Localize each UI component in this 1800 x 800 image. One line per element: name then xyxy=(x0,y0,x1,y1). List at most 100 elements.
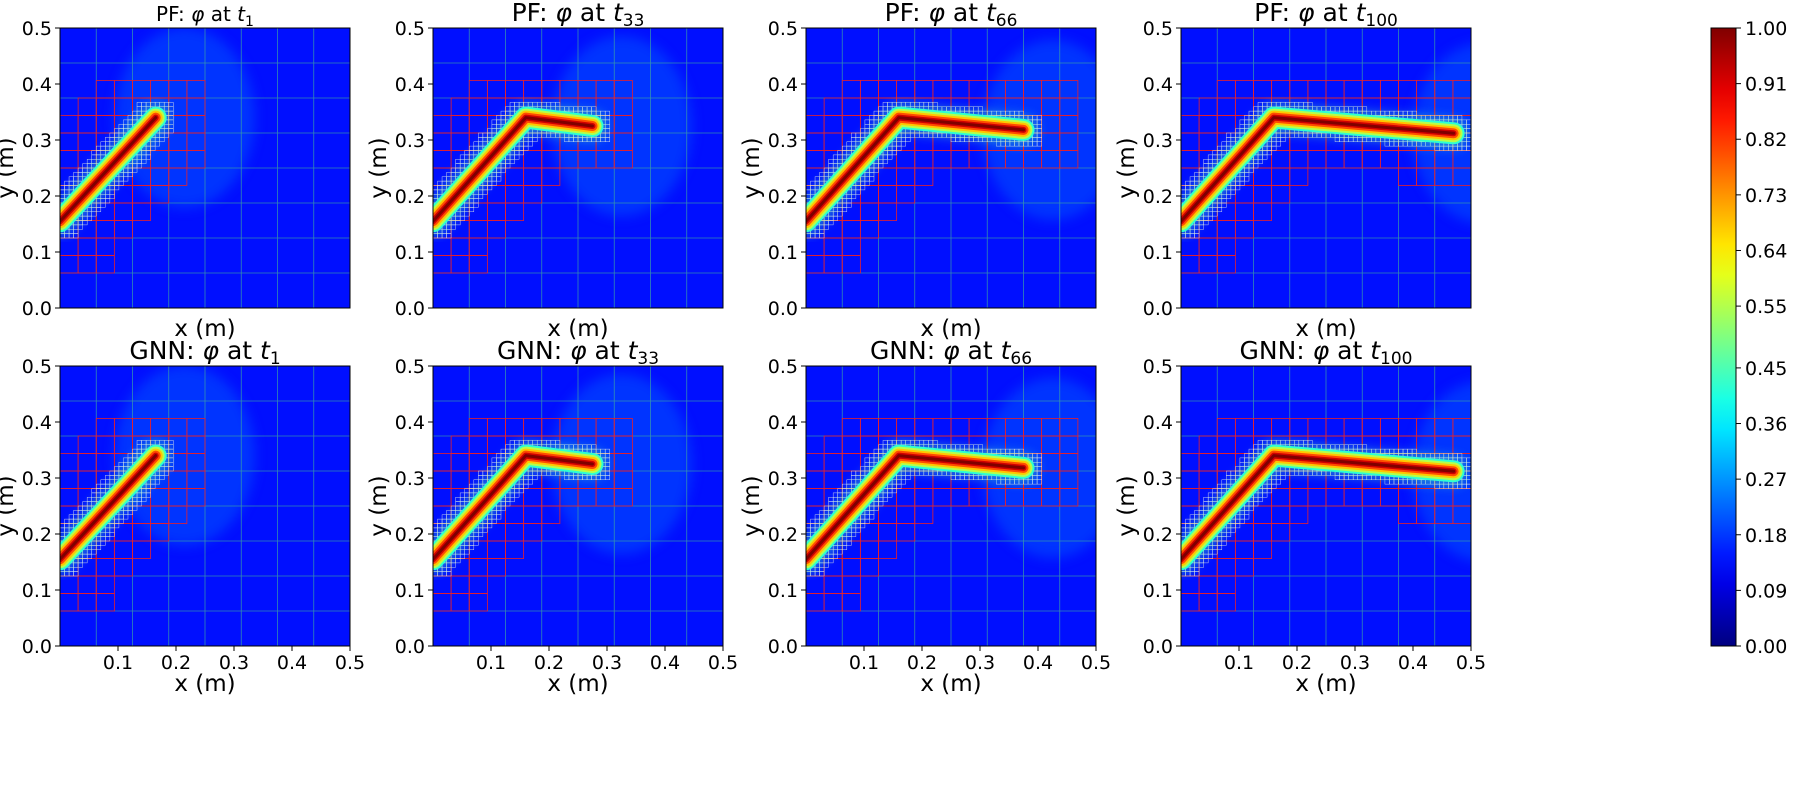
ytick-label: 0.3 xyxy=(768,468,798,490)
ytick-label: 0.3 xyxy=(22,130,52,152)
colorbar-tick-label: 1.00 xyxy=(1745,18,1787,40)
ytick-label: 0.3 xyxy=(1143,468,1173,490)
colorbar-tick-label: 0.91 xyxy=(1745,74,1787,96)
ytick-label: 0.4 xyxy=(395,74,425,96)
panel-pf-t1: 0.0 0.1 0.2 0.3 0.4 0.5 x (m) y (m) PF: φ at t1 xyxy=(0,2,351,342)
colorbar-tick-label: 0.36 xyxy=(1745,414,1787,436)
ytick-label: 0.1 xyxy=(768,242,798,264)
y-axis-label: y (m) xyxy=(739,475,765,536)
crack-phase-field xyxy=(1181,104,1467,235)
panel-gnn-t66: 0.0 0.1 0.2 0.3 0.4 0.5 0.1 0.2 0.3 0.4 0.5 x (m) y … xyxy=(739,336,1111,697)
ytick-label: 0.3 xyxy=(395,468,425,490)
colorbar-tick-label: 0.27 xyxy=(1745,469,1787,491)
xtick-label: 0.4 xyxy=(650,652,680,674)
crack-phase-field xyxy=(433,442,606,573)
xtick-label: 0.4 xyxy=(1398,652,1428,674)
colorbar-tick-label: 0.09 xyxy=(1745,580,1787,602)
xtick-label: 0.3 xyxy=(965,652,995,674)
y-axis-label: y (m) xyxy=(366,137,392,198)
xtick-label: 0.5 xyxy=(708,652,738,674)
axes-frame xyxy=(432,365,724,647)
xtick-label: 0.4 xyxy=(1023,652,1053,674)
panel-title: PF: φ at t33 xyxy=(512,0,645,31)
ytick-label: 0.1 xyxy=(22,242,52,264)
ytick-label: 0.1 xyxy=(395,580,425,602)
xtick-label: 0.3 xyxy=(219,652,249,674)
ytick-label: 0.0 xyxy=(22,298,52,320)
xtick-label: 0.1 xyxy=(476,652,506,674)
panel-pf-t66: 0.0 0.1 0.2 0.3 0.4 0.5 x (m) y (m) PF: φ at t66 xyxy=(739,0,1097,342)
ytick-label: 0.4 xyxy=(1143,74,1173,96)
xtick-label: 0.1 xyxy=(849,652,879,674)
ytick-label: 0.2 xyxy=(768,524,798,546)
xtick-label: 0.1 xyxy=(1224,652,1254,674)
field-tint xyxy=(114,366,255,546)
ytick-label: 0.3 xyxy=(22,468,52,490)
crack-phase-field xyxy=(433,104,606,235)
x-axis-label: x (m) xyxy=(174,671,235,697)
ytick-label: 0.0 xyxy=(22,636,52,658)
ytick-label: 0.4 xyxy=(22,412,52,434)
panel-title: PF: φ at t66 xyxy=(885,0,1018,31)
ytick-label: 0.4 xyxy=(1143,412,1173,434)
axes-frame xyxy=(1180,27,1472,309)
crack-phase-field xyxy=(1181,442,1467,573)
ytick-label: 0.1 xyxy=(768,580,798,602)
xtick-label: 0.3 xyxy=(592,652,622,674)
xtick-label: 0.5 xyxy=(1081,652,1111,674)
ytick-label: 0.5 xyxy=(22,356,52,378)
panel-gnn-t1: 0.0 0.1 0.2 0.3 0.4 0.5 0.1 0.2 0.3 0.4 0.5 x (m) y … xyxy=(0,336,365,697)
y-axis-label: y (m) xyxy=(0,475,19,536)
panel-title: PF: φ at t100 xyxy=(1254,0,1398,31)
panel-title: GNN: φ at t100 xyxy=(1240,336,1413,369)
ytick-label: 0.2 xyxy=(395,186,425,208)
xtick-label: 0.2 xyxy=(161,652,191,674)
ytick-label: 0.5 xyxy=(1143,18,1173,40)
ytick-label: 0.1 xyxy=(1143,580,1173,602)
ytick-label: 0.2 xyxy=(1143,186,1173,208)
xtick-label: 0.2 xyxy=(534,652,564,674)
xtick-label: 0.1 xyxy=(103,652,133,674)
ytick-label: 0.0 xyxy=(395,298,425,320)
ytick-label: 0.3 xyxy=(768,130,798,152)
x-axis-label: x (m) xyxy=(174,316,235,342)
axes-frame xyxy=(59,27,351,309)
ytick-label: 0.1 xyxy=(22,580,52,602)
field-tint xyxy=(551,374,692,554)
x-axis-label: x (m) xyxy=(1295,671,1356,697)
ytick-label: 0.5 xyxy=(768,18,798,40)
x-axis-label: x (m) xyxy=(920,671,981,697)
field-tint xyxy=(114,28,255,208)
xtick-label: 0.3 xyxy=(1340,652,1370,674)
ytick-label: 0.2 xyxy=(1143,524,1173,546)
xtick-label: 0.5 xyxy=(335,652,365,674)
axes-frame xyxy=(59,365,351,647)
ytick-label: 0.2 xyxy=(768,186,798,208)
colorbar-tick-label: 0.18 xyxy=(1745,525,1787,547)
axes-frame xyxy=(805,27,1097,309)
colorbar-tick-label: 0.00 xyxy=(1745,636,1787,658)
panel-gnn-t100: 0.0 0.1 0.2 0.3 0.4 0.5 0.1 0.2 0.3 0.4 0.5 x (m) y … xyxy=(1114,336,1486,697)
xtick-label: 0.4 xyxy=(277,652,307,674)
colorbar-tick-label: 0.73 xyxy=(1745,185,1787,207)
crack-phase-field xyxy=(806,104,1037,235)
ytick-label: 0.0 xyxy=(768,636,798,658)
x-axis-label: x (m) xyxy=(920,316,981,342)
y-axis-label: y (m) xyxy=(1114,137,1140,198)
ytick-label: 0.0 xyxy=(1143,298,1173,320)
axes-frame xyxy=(805,365,1097,647)
xtick-label: 0.2 xyxy=(1282,652,1312,674)
crack-phase-field xyxy=(806,442,1037,573)
y-axis-label: y (m) xyxy=(0,137,19,198)
colorbar-tick-label: 0.64 xyxy=(1745,240,1787,262)
axes-frame xyxy=(1180,365,1472,647)
y-axis-label: y (m) xyxy=(366,475,392,536)
ytick-label: 0.5 xyxy=(395,356,425,378)
xtick-label: 0.2 xyxy=(907,652,937,674)
axes-frame xyxy=(432,27,724,309)
colorbar-tick-label: 0.45 xyxy=(1745,358,1787,380)
ytick-label: 0.2 xyxy=(395,524,425,546)
ytick-label: 0.2 xyxy=(22,524,52,546)
colorbar-tick-label: 0.55 xyxy=(1745,296,1787,318)
y-axis-label: y (m) xyxy=(1114,475,1140,536)
